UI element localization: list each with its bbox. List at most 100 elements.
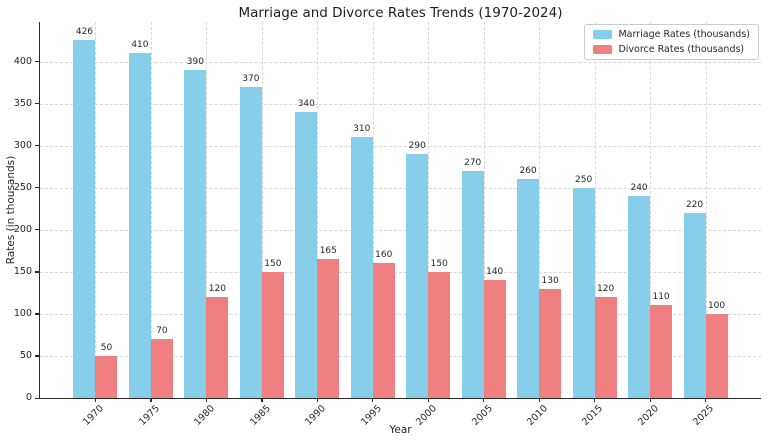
bar-value-label: 110 (652, 292, 670, 303)
y-tick-label: 350 (13, 97, 32, 109)
y-tick-mark (35, 271, 39, 273)
x-tick-mark (150, 398, 152, 402)
legend-label-marriage: Marriage Rates (thousands) (618, 29, 750, 40)
vertical-gridline (705, 22, 707, 398)
y-tick-label: 300 (13, 139, 32, 151)
vertical-gridline (95, 22, 97, 398)
x-tick-mark (427, 398, 429, 402)
y-axis-spine (39, 22, 41, 398)
marriage-bar (350, 137, 373, 398)
vertical-gridline (428, 22, 430, 398)
x-tick-mark (94, 398, 97, 402)
legend-item-divorce: Divorce Rates (thousands) (593, 44, 750, 55)
horizontal-gridline (40, 61, 761, 63)
bar-value-label: 100 (707, 300, 726, 311)
bar-value-label: 260 (519, 166, 537, 177)
marriage-bar (572, 187, 595, 398)
vertical-gridline (150, 22, 152, 398)
vertical-gridline (539, 22, 541, 398)
x-tick-mark (316, 398, 318, 402)
vertical-gridline (372, 22, 374, 398)
marriage-bar (128, 53, 151, 398)
divorce-bar (261, 271, 284, 398)
y-tick-mark (35, 397, 39, 399)
legend: Marriage Rates (thousands) Divorce Rates… (584, 24, 759, 60)
bar-value-label: 150 (264, 258, 282, 269)
marriage-bar (184, 69, 207, 398)
bar-value-label: 220 (685, 199, 704, 210)
x-tick-mark (372, 398, 374, 402)
divorce-bar (95, 355, 118, 398)
y-tick-label: 100 (13, 307, 32, 319)
y-tick-label: 250 (13, 181, 32, 193)
vertical-gridline (317, 22, 319, 398)
bar-value-label: 150 (430, 258, 448, 269)
bar-value-label: 50 (100, 342, 113, 353)
x-tick-mark (594, 398, 596, 402)
x-tick-mark (705, 398, 707, 402)
x-tick-mark (261, 398, 263, 402)
divorce-series-swatch (593, 45, 613, 54)
y-tick-mark (35, 103, 39, 105)
divorce-bar (372, 263, 395, 398)
bar-value-label: 120 (597, 284, 615, 295)
divorce-bar (650, 305, 673, 398)
marriage-bar (73, 39, 96, 398)
bar-value-label: 370 (242, 73, 260, 84)
divorce-bar (206, 297, 229, 398)
vertical-gridline (594, 22, 596, 398)
legend-item-marriage: Marriage Rates (thousands) (593, 29, 750, 40)
bar-value-label: 130 (541, 275, 559, 286)
bar-value-label: 120 (208, 284, 226, 295)
y-tick-label: 200 (13, 223, 32, 235)
bar-value-label: 240 (630, 183, 648, 194)
divorce-bar (317, 259, 340, 398)
x-tick-mark (649, 398, 651, 402)
bar-value-label: 270 (464, 157, 482, 168)
bar-value-label: 310 (353, 124, 371, 135)
y-axis-label: Rates (in thousands) (5, 155, 17, 265)
vertical-gridline (483, 22, 485, 398)
horizontal-gridline (40, 313, 761, 315)
divorce-bar (428, 271, 451, 398)
y-tick-label: 400 (13, 55, 32, 67)
bar-value-label: 250 (575, 174, 593, 185)
horizontal-gridline (40, 355, 761, 357)
horizontal-gridline (40, 103, 761, 105)
marriage-bar (517, 179, 540, 398)
y-tick-mark (35, 187, 39, 189)
y-tick-label: 0 (25, 392, 32, 403)
plot-area: 0 50 100 150 200 250 300 350 400 1970 1975 1980 1985… (14, 22, 761, 428)
horizontal-gridline (40, 145, 761, 147)
y-tick-label: 50 (19, 349, 32, 361)
bar-value-label: 70 (156, 326, 168, 337)
bar-value-label: 160 (375, 250, 393, 261)
marriage-bar (295, 112, 318, 398)
divorce-bar (594, 297, 617, 398)
horizontal-gridline (40, 229, 761, 231)
y-tick-mark (35, 355, 39, 357)
x-tick-mark (483, 398, 485, 402)
y-tick-mark (35, 61, 39, 63)
marriage-bar (683, 212, 706, 398)
bar-value-label: 426 (75, 26, 94, 37)
x-tick-mark (205, 398, 208, 402)
bar-value-label: 290 (408, 141, 426, 152)
bar-value-label: 390 (186, 56, 204, 67)
vertical-gridline (261, 22, 263, 398)
bar-value-label: 165 (319, 246, 337, 257)
chart-title: Marriage and Divorce Rates Trends (1970-… (238, 5, 563, 21)
marriage-bar (406, 154, 429, 398)
x-axis-spine (39, 397, 761, 399)
y-tick-mark (35, 229, 39, 231)
y-tick-mark (35, 313, 39, 315)
divorce-bar (483, 280, 506, 398)
bar-value-label: 140 (486, 267, 504, 278)
vertical-gridline (650, 22, 652, 398)
marriage-bar (461, 170, 484, 398)
bar-value-label: 410 (131, 40, 149, 51)
divorce-bar (539, 288, 562, 398)
divorce-bar (705, 313, 728, 398)
horizontal-gridline (40, 271, 761, 273)
